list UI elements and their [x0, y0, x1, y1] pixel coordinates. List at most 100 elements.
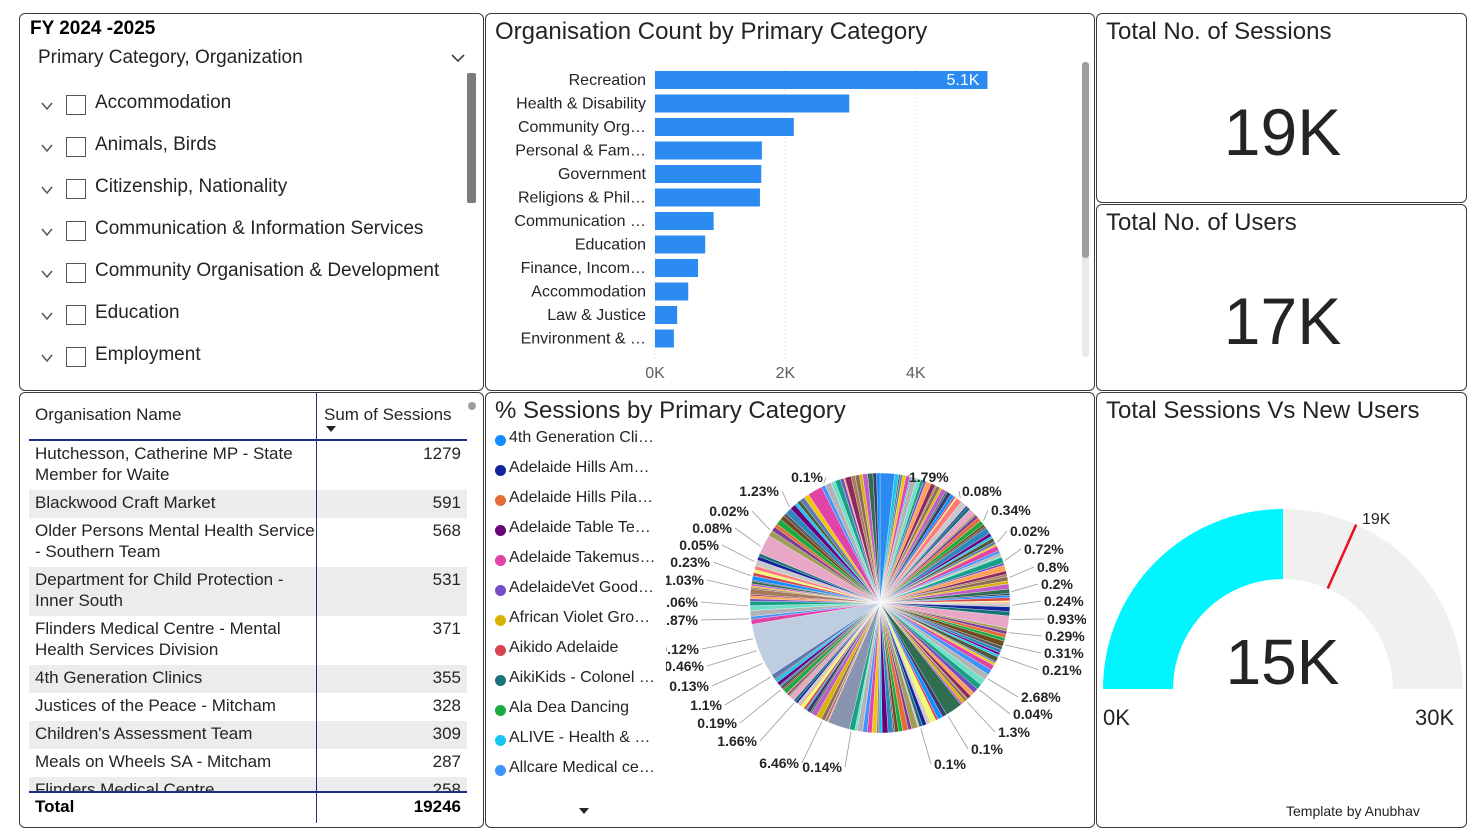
bar[interactable]	[655, 329, 674, 348]
table-row[interactable]: Flinders Medical Centre 258	[29, 777, 467, 793]
slicer-checkbox[interactable]	[66, 305, 86, 325]
slicer-item[interactable]: Citizenship, Nationality	[20, 173, 465, 213]
gauge-fill[interactable]	[1103, 509, 1283, 689]
table-row[interactable]: Department for Child Protection - Inner …	[29, 567, 467, 616]
pie-data-label: 1.23%	[739, 483, 779, 499]
table-row[interactable]: Meals on Wheels SA - Mitcham 287	[29, 749, 467, 777]
column-header-sessions[interactable]: Sum of Sessions	[324, 405, 452, 424]
total-value: 19246	[413, 797, 461, 816]
bar[interactable]	[655, 259, 699, 277]
table-row[interactable]: 4th Generation Clinics 355	[29, 665, 467, 693]
legend-item[interactable]: AikiKids - Colonel …	[495, 669, 665, 699]
legend-item[interactable]: Adelaide Hills Pila…	[495, 489, 665, 519]
pie-data-label: 0.1%	[971, 741, 1003, 757]
table-scroll-indicator[interactable]	[468, 402, 476, 410]
kpi-card-users: Total No. of Users 17K	[1096, 204, 1467, 391]
leader-line	[1005, 644, 1042, 654]
chevron-down-icon[interactable]	[40, 267, 54, 281]
slicer-checkbox[interactable]	[66, 221, 86, 241]
bar[interactable]	[655, 71, 988, 89]
slicer-item[interactable]: Environment & Heritage	[20, 383, 465, 387]
table-row[interactable]: Justices of the Peace - Mitcham 328	[29, 693, 467, 721]
cell-sessions: 309	[432, 724, 461, 743]
leader-line	[987, 678, 1019, 698]
leader-line	[979, 689, 1011, 715]
legend-swatch	[495, 465, 506, 476]
bar[interactable]	[655, 94, 850, 113]
legend-item[interactable]: ALIVE - Health & …	[495, 729, 665, 759]
legend-item[interactable]: African Violet Gro…	[495, 609, 665, 639]
chevron-down-icon[interactable]	[40, 99, 54, 113]
gauge-plot	[1103, 509, 1463, 689]
legend-swatch	[495, 435, 506, 446]
table-row[interactable]: Flinders Medical Centre - Mental Health …	[29, 616, 467, 665]
leader-line	[1004, 548, 1022, 561]
slicer-item[interactable]: Communication & Information Services	[20, 215, 465, 255]
pie-slice[interactable]	[876, 472, 881, 604]
slicer-checkbox[interactable]	[66, 137, 86, 157]
bar[interactable]	[655, 212, 714, 230]
bar[interactable]	[655, 282, 689, 301]
slicer-item[interactable]: Community Organisation & Development	[20, 257, 465, 297]
cell-organisation: Department for Child Protection - Inner …	[35, 570, 284, 610]
legend-item[interactable]: Allcare Medical ce…	[495, 759, 665, 789]
slicer-checkbox[interactable]	[66, 95, 86, 115]
category-label: Community Org…	[518, 119, 646, 136]
chevron-down-icon[interactable]	[40, 183, 54, 197]
cell-organisation: Flinders Medical Centre - Mental Health …	[35, 619, 281, 659]
slicer-checkbox[interactable]	[66, 179, 86, 199]
legend-item[interactable]: Adelaide Hills Am…	[495, 459, 665, 489]
bar-chart-scrollbar[interactable]	[1082, 62, 1089, 258]
category-label: Finance, Incom…	[521, 260, 646, 277]
chevron-down-icon[interactable]	[40, 351, 54, 365]
table-row[interactable]: Blackwood Craft Market 591	[29, 490, 467, 518]
sessions-table: Organisation Name Sum of Sessions Hutche…	[19, 392, 484, 828]
slicer-item[interactable]: Animals, Birds	[20, 131, 465, 171]
cell-organisation: Flinders Medical Centre	[35, 780, 215, 793]
chevron-down-icon[interactable]	[40, 141, 54, 155]
cell-sessions: 258	[432, 780, 461, 793]
kpi-users-title: Total No. of Users	[1106, 209, 1297, 236]
slicer-item[interactable]: Accommodation	[20, 89, 465, 129]
leader-line	[721, 544, 755, 563]
slicer-item[interactable]: Employment	[20, 341, 465, 381]
slicer-checkbox[interactable]	[66, 263, 86, 283]
bar[interactable]	[655, 306, 678, 324]
pie-data-label: 0.08%	[962, 483, 1002, 499]
pie-data-label: 0.02%	[709, 503, 749, 519]
chevron-down-icon[interactable]	[40, 309, 54, 323]
legend-label: African Violet Gro…	[509, 609, 651, 626]
bar[interactable]	[655, 118, 794, 136]
legend-item[interactable]: 4th Generation Cli…	[495, 429, 665, 459]
bar[interactable]	[655, 235, 706, 254]
legend-swatch	[495, 735, 506, 746]
category-slicer: FY 2024 -2025 Primary Category, Organiza…	[19, 13, 484, 391]
table-row[interactable]: Children's Assessment Team 309	[29, 721, 467, 749]
pie-data-label: 0.06%	[666, 594, 699, 610]
bar[interactable]	[655, 141, 762, 160]
chevron-down-icon[interactable]	[450, 50, 466, 66]
legend-label: Adelaide Table Te…	[509, 519, 651, 536]
bar[interactable]	[655, 188, 760, 207]
table-row[interactable]: Older Persons Mental Health Service - So…	[29, 518, 467, 567]
bar[interactable]	[655, 165, 762, 183]
caret-down-icon[interactable]	[578, 807, 590, 815]
slicer-scrollbar[interactable]	[467, 73, 476, 203]
legend-item[interactable]: AdelaideVet Good…	[495, 579, 665, 609]
leader-line	[751, 510, 771, 531]
pie-data-label: 0.02%	[1010, 523, 1050, 539]
legend-item[interactable]: Ala Dea Dancing	[495, 699, 665, 729]
column-divider	[316, 393, 317, 823]
gauge-min-label: 0K	[1103, 705, 1130, 730]
table-row[interactable]: Hutchesson, Catherine MP - State Member …	[29, 441, 467, 490]
legend-item[interactable]: Adelaide Takemus…	[495, 549, 665, 579]
chevron-down-icon[interactable]	[40, 225, 54, 239]
legend-item[interactable]: Adelaide Table Te…	[495, 519, 665, 549]
sort-desc-icon[interactable]	[325, 425, 337, 433]
pie-data-label: 1.66%	[717, 733, 757, 749]
slicer-checkbox[interactable]	[66, 347, 86, 367]
legend-item[interactable]: Aikido Adelaide	[495, 639, 665, 669]
gauge-title: Total Sessions Vs New Users	[1106, 397, 1420, 424]
slicer-item[interactable]: Education	[20, 299, 465, 339]
column-header-organisation[interactable]: Organisation Name	[35, 405, 182, 424]
